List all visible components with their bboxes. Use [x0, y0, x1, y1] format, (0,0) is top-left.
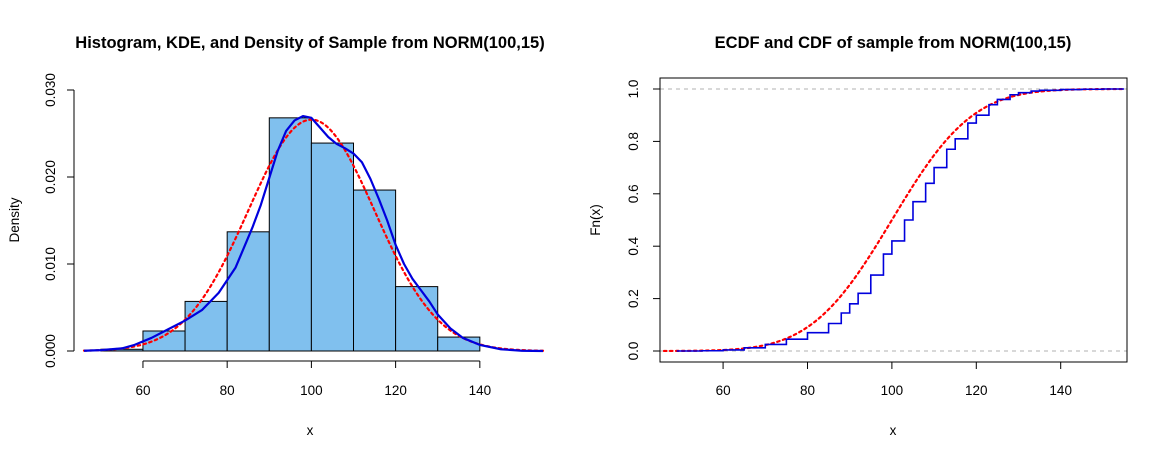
ecdf-reference-lines [660, 88, 1127, 352]
y-tick-label: 0.010 [43, 247, 58, 281]
histogram-bar [142, 330, 186, 352]
histogram-panel: Histogram, KDE, and Density of Sample fr… [7, 34, 545, 438]
histogram-bar [395, 286, 439, 352]
ecdf-x-label: x [890, 423, 897, 438]
ecdf-y-axis: 0.0 0.2 0.4 0.6 0.8 1.0 [626, 80, 660, 361]
y-tick-label: 0.030 [43, 73, 58, 107]
x-tick-label: 60 [135, 383, 150, 398]
y-tick-label: 0.020 [43, 160, 58, 194]
histogram-x-axis: 60 80 100 120 140 [135, 360, 492, 398]
ecdf-x-axis: 60 80 100 120 140 [716, 361, 1072, 398]
x-tick-label: 100 [881, 383, 904, 398]
x-tick-label: 100 [300, 383, 323, 398]
y-tick-label: 0.0 [626, 342, 641, 361]
histogram-bar [184, 300, 228, 352]
histogram-bar [310, 142, 355, 352]
y-tick-label: 0.4 [626, 236, 641, 255]
histogram-x-label: x [307, 423, 314, 438]
histogram-title: Histogram, KDE, and Density of Sample fr… [75, 34, 544, 52]
normal-cdf-curve [662, 87, 1126, 353]
histogram-bars [100, 117, 481, 352]
x-tick-label: 60 [716, 383, 731, 398]
ecdf-panel: ECDF and CDF of sample from NORM(100,15)… [588, 34, 1128, 438]
x-tick-label: 140 [1049, 383, 1072, 398]
x-tick-label: 80 [800, 383, 815, 398]
y-tick-label: 0.6 [626, 184, 641, 203]
x-tick-label: 140 [469, 383, 492, 398]
histogram-y-label: Density [7, 197, 22, 242]
x-tick-label: 80 [220, 383, 235, 398]
ecdf-plot-box [659, 77, 1128, 363]
histogram-y-axis: 0.000 0.010 0.020 0.030 [43, 73, 75, 368]
y-tick-label: 1.0 [626, 80, 641, 99]
y-tick-label: 0.000 [43, 334, 58, 368]
histogram-bar [226, 231, 270, 352]
ecdf-y-label: Fn(x) [588, 204, 603, 236]
y-tick-label: 0.8 [626, 132, 641, 151]
x-tick-label: 120 [965, 383, 988, 398]
kde-curve [83, 115, 544, 353]
histogram-bar [437, 336, 481, 352]
y-tick-label: 0.2 [626, 289, 641, 308]
histogram-bar [353, 189, 397, 352]
ecdf-title: ECDF and CDF of sample from NORM(100,15) [715, 34, 1072, 52]
x-tick-label: 120 [384, 383, 407, 398]
ecdf-curve [676, 88, 1124, 352]
